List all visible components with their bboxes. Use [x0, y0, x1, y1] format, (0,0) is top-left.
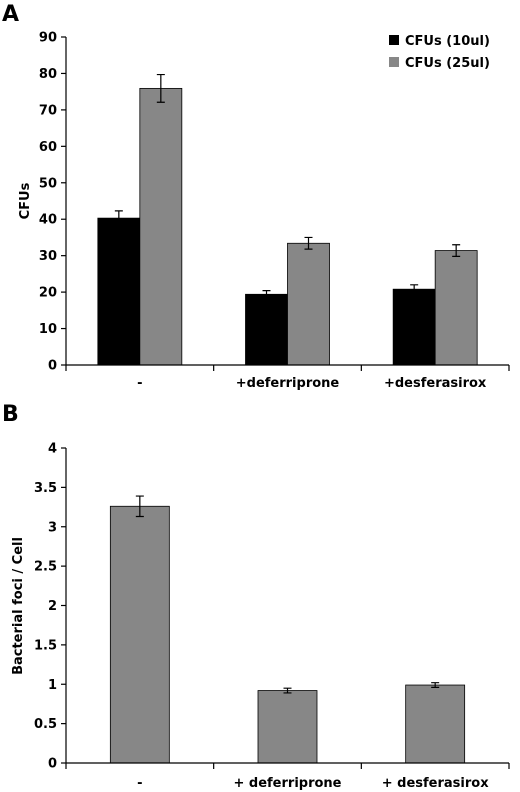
panel-b-error-bar-1-0 [283, 687, 292, 694]
panel-b-category-label-1: + deferriprone [233, 776, 341, 791]
panel-a-bar-2-1 [434, 250, 478, 366]
panel-a-y-tick-label-1: 10 [39, 322, 57, 337]
panel-a-label: A [2, 2, 19, 27]
panel-a-y-tick-label-0: 0 [48, 359, 57, 374]
panel-b-y-tick-label-0: 0 [48, 757, 57, 772]
panel-b-error-bar-0-0 [135, 495, 144, 518]
panel-b-error-bar-2-0 [431, 682, 440, 688]
panel-b-error-bars [135, 495, 440, 694]
panel-b-bar-1-0 [257, 690, 318, 764]
panel-a-y-tick-label-9: 90 [39, 31, 57, 46]
legend-swatch-25ul [389, 57, 399, 67]
panel-a-y-tick-label-7: 70 [39, 103, 57, 118]
panel-a-y-tick-label-5: 50 [39, 176, 57, 191]
panel-a-bar-0-0 [97, 217, 141, 366]
panel-a-bar-2-0 [392, 288, 436, 366]
panel-b-y-tick-label-4: 2 [48, 599, 57, 614]
panel-a-category-label-0: - [137, 376, 142, 391]
panel-a-error-bar-1-1 [304, 236, 313, 250]
panel-a-y-ticks: 0 10 20 30 40 50 60 70 80 90 [39, 31, 66, 374]
panel-a-legend: CFUs (10ul) CFUs (25ul) [389, 34, 490, 71]
panel-a-y-tick-label-4: 40 [39, 213, 57, 228]
panel-a-bar-1-0 [245, 293, 288, 366]
panel-b-category-label-2: + desferasirox [382, 776, 489, 791]
panel-a-error-bars [114, 73, 461, 299]
panel-b-bars [109, 505, 466, 764]
panel-b-label: B [2, 402, 19, 427]
legend-label-10ul: CFUs (10ul) [405, 34, 490, 49]
panel-b-axes [65, 448, 510, 769]
panel-a-category-labels: - +deferriprone +desferasirox [137, 376, 487, 391]
panel-a-bars [97, 87, 478, 366]
panel-a-axes [65, 37, 510, 371]
panel-b-y-ticks: 0 0.5 1 1.5 2 2.5 3 3.5 4 [34, 442, 66, 772]
panel-a-y-tick-label-8: 80 [39, 67, 57, 82]
panel-b-bar-2-0 [405, 684, 466, 764]
panel-a-y-axis-title: CFUs [18, 182, 33, 219]
panel-a-bar-0-1 [139, 87, 183, 366]
panel-a-category-label-1: +deferriprone [236, 376, 340, 391]
panel-b-bar-0-0 [109, 505, 170, 764]
panel-b: B Bacterial foci / Cell 0 0.5 1 1.5 2 2.5 3 3.5… [2, 402, 510, 791]
panel-b-category-label-0: - [137, 776, 142, 791]
panel-a: A CFUs 0 10 20 30 40 50 60 70 80 90 - +deferripron… [2, 2, 510, 391]
panel-a-bar-1-1 [287, 242, 330, 366]
panel-a-category-label-2: +desferasirox [384, 376, 487, 391]
panel-b-category-labels: - + deferriprone + desferasirox [137, 776, 489, 791]
panel-b-y-tick-label-1: 0.5 [34, 717, 57, 732]
panel-b-y-tick-label-5: 2.5 [34, 560, 57, 575]
panel-b-y-tick-label-7: 3.5 [34, 481, 57, 496]
panel-a-error-bar-1-0 [262, 290, 271, 299]
panel-b-y-axis-title: Bacterial foci / Cell [11, 537, 26, 675]
panel-b-y-tick-label-8: 4 [48, 442, 57, 457]
panel-a-error-bar-2-0 [410, 284, 419, 295]
panel-a-y-tick-label-6: 60 [39, 140, 57, 155]
panel-b-y-tick-label-2: 1 [48, 678, 57, 693]
legend-swatch-10ul [389, 35, 399, 45]
panel-a-error-bar-0-0 [114, 210, 123, 227]
panel-b-y-tick-label-3: 1.5 [34, 638, 57, 653]
panel-a-y-tick-label-2: 20 [39, 286, 57, 301]
legend-label-25ul: CFUs (25ul) [405, 56, 490, 71]
panel-a-y-tick-label-3: 30 [39, 249, 57, 264]
panel-a-error-bar-0-1 [156, 73, 165, 103]
panel-b-y-tick-label-6: 3 [48, 520, 57, 535]
panel-a-error-bar-2-1 [452, 244, 461, 257]
